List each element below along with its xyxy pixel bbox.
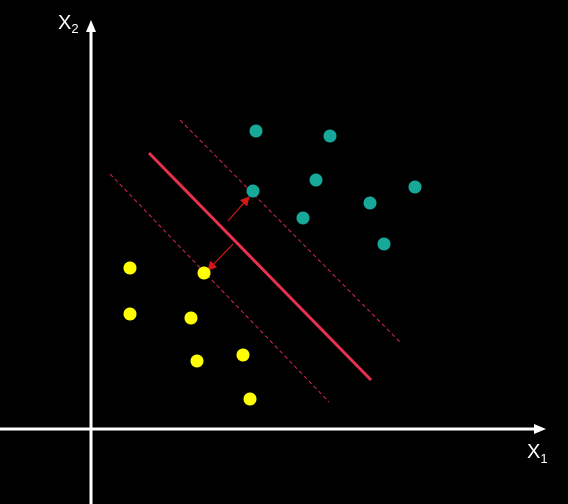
margin-arrow <box>227 196 250 222</box>
y-axis-arrow <box>86 20 96 32</box>
point <box>123 307 137 321</box>
point <box>123 261 137 275</box>
x-axis-label: X1 <box>527 441 548 466</box>
point <box>184 311 198 325</box>
point <box>377 237 391 251</box>
point <box>309 173 323 187</box>
x-axis-arrow <box>534 424 546 434</box>
point <box>323 129 337 143</box>
point <box>236 348 250 362</box>
point <box>190 354 204 368</box>
margin-arrow <box>207 243 234 271</box>
point <box>246 184 260 198</box>
class-b-points <box>123 261 257 406</box>
hyperplane <box>147 151 373 382</box>
margin-line <box>109 173 330 403</box>
label-sub: 1 <box>540 451 547 466</box>
y-axis-label: X2 <box>58 12 79 36</box>
point <box>197 266 211 280</box>
point <box>249 124 263 138</box>
margin-line <box>179 119 402 344</box>
point <box>408 180 422 194</box>
label-base: X <box>527 441 540 463</box>
class-a-points <box>246 124 422 251</box>
label-base: X <box>58 12 71 34</box>
point <box>296 211 310 225</box>
point <box>363 196 377 210</box>
label-sub: 2 <box>71 21 78 36</box>
point <box>243 392 257 406</box>
